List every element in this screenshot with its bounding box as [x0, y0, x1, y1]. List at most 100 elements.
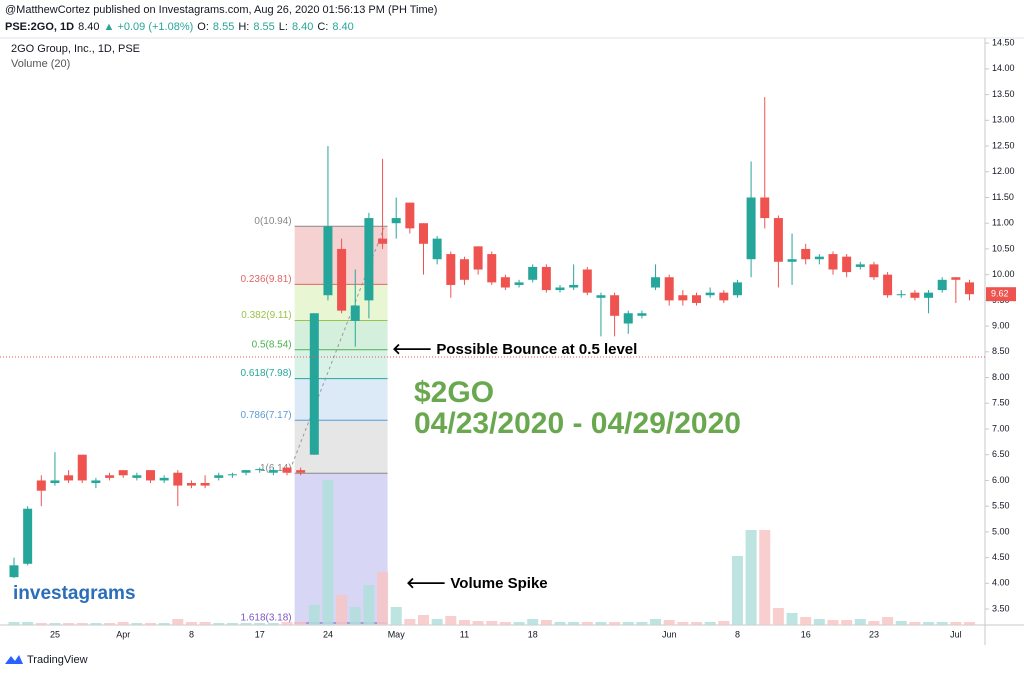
quote-part: 8.40	[78, 21, 99, 33]
volume-bar	[813, 619, 825, 625]
candle-body	[9, 565, 19, 578]
candle-body	[937, 279, 947, 291]
volume-bar	[841, 620, 853, 625]
volume-bar	[254, 623, 266, 625]
volume-bar	[390, 607, 402, 625]
volume-bar	[786, 613, 798, 625]
volume-bar	[131, 623, 143, 625]
fib-label: 1(6.14)	[260, 463, 292, 474]
volume-bar	[226, 623, 238, 625]
legend-title: 2GO Group, Inc., 1D, PSE	[11, 43, 140, 55]
y-tick-label: 13.00	[992, 115, 1015, 125]
volume-bar	[377, 572, 389, 625]
x-tick-label: 25	[50, 629, 60, 639]
y-tick-label: 11.00	[992, 218, 1014, 228]
candle-body	[473, 246, 483, 270]
candle-body	[200, 483, 210, 486]
quote-part: C:	[317, 21, 328, 33]
volume-bar	[267, 623, 279, 625]
candle-body	[924, 292, 934, 298]
volume-bar	[595, 622, 607, 625]
volume-bar	[404, 619, 416, 625]
candle-body	[732, 282, 742, 296]
y-tick-label: 4.00	[992, 578, 1010, 588]
candle-body	[692, 295, 701, 303]
volume-bar	[554, 622, 566, 625]
candle-body	[105, 475, 115, 478]
volume-bar	[950, 622, 962, 625]
volume-bar	[363, 585, 375, 625]
candle-body	[500, 277, 510, 288]
candle-body	[869, 264, 879, 278]
candle-body	[664, 277, 674, 301]
volume-bar	[759, 530, 771, 625]
candle-body	[391, 218, 401, 224]
candle-body	[637, 313, 647, 316]
x-tick-label: 24	[323, 629, 333, 639]
x-tick-label: 11	[460, 629, 469, 639]
candle-body	[378, 238, 388, 244]
x-tick-label: May	[388, 629, 406, 639]
volume-bar	[868, 621, 880, 625]
last-price-label: 9.62	[991, 289, 1009, 299]
volume-bar	[199, 622, 211, 625]
fib-label: 0(10.94)	[254, 216, 291, 227]
x-tick-label: 18	[528, 629, 538, 639]
y-tick-label: 8.50	[992, 346, 1010, 356]
volume-bar	[158, 623, 170, 625]
y-tick-label: 14.00	[992, 63, 1015, 73]
volume-bar	[63, 623, 75, 625]
candle-body	[910, 292, 920, 298]
candle-body	[760, 197, 770, 219]
volume-bar	[458, 620, 470, 625]
y-tick-label: 8.00	[992, 372, 1010, 382]
candle-body	[186, 483, 196, 486]
publisher: @MatthewCortez published on Investagrams…	[5, 4, 437, 16]
candle-body	[77, 454, 87, 481]
x-tick-label: Jul	[950, 629, 962, 639]
volume-bar	[650, 619, 662, 625]
volume-bar	[895, 621, 907, 625]
volume-bar	[185, 622, 197, 625]
candle-body	[350, 305, 360, 321]
candle-body	[814, 256, 824, 260]
volume-bar	[104, 623, 116, 625]
quote-part: 8.40	[292, 21, 313, 33]
x-tick-label: 8	[189, 629, 194, 639]
candle-body	[241, 470, 251, 473]
y-tick-label: 7.00	[992, 423, 1010, 433]
volume-bar	[854, 619, 866, 625]
fib-band	[294, 349, 388, 379]
volume-bar	[336, 595, 348, 625]
last-price-box	[986, 287, 1016, 302]
candle-body	[651, 277, 661, 288]
candle-body	[255, 469, 265, 471]
candle-body	[446, 254, 456, 285]
x-tick-label: Jun	[662, 629, 677, 639]
candle-body	[773, 218, 783, 262]
volume-bar	[636, 622, 648, 625]
y-tick-label: 6.00	[992, 475, 1010, 485]
candle-body	[514, 282, 524, 285]
volume-bar	[322, 480, 334, 625]
candle-body	[323, 226, 333, 296]
fib-band	[294, 320, 388, 350]
candle-body	[432, 238, 442, 260]
candle-body	[146, 470, 155, 481]
candle-body	[132, 475, 142, 478]
candle-body	[487, 254, 497, 283]
candle-body	[719, 292, 729, 301]
candle-body	[309, 313, 319, 455]
quote-part: 8.55	[213, 21, 234, 33]
candle-body	[528, 266, 538, 280]
volume-bar	[486, 621, 498, 625]
volume-bar	[145, 623, 156, 625]
volume-bar	[609, 622, 621, 625]
footer: TradingView	[27, 654, 88, 666]
volume-bar	[172, 619, 184, 625]
volume-bar	[418, 615, 429, 625]
candle-body	[555, 287, 565, 291]
volume-bar	[35, 623, 47, 625]
candle-body	[678, 295, 688, 301]
y-tick-label: 5.00	[992, 526, 1010, 536]
